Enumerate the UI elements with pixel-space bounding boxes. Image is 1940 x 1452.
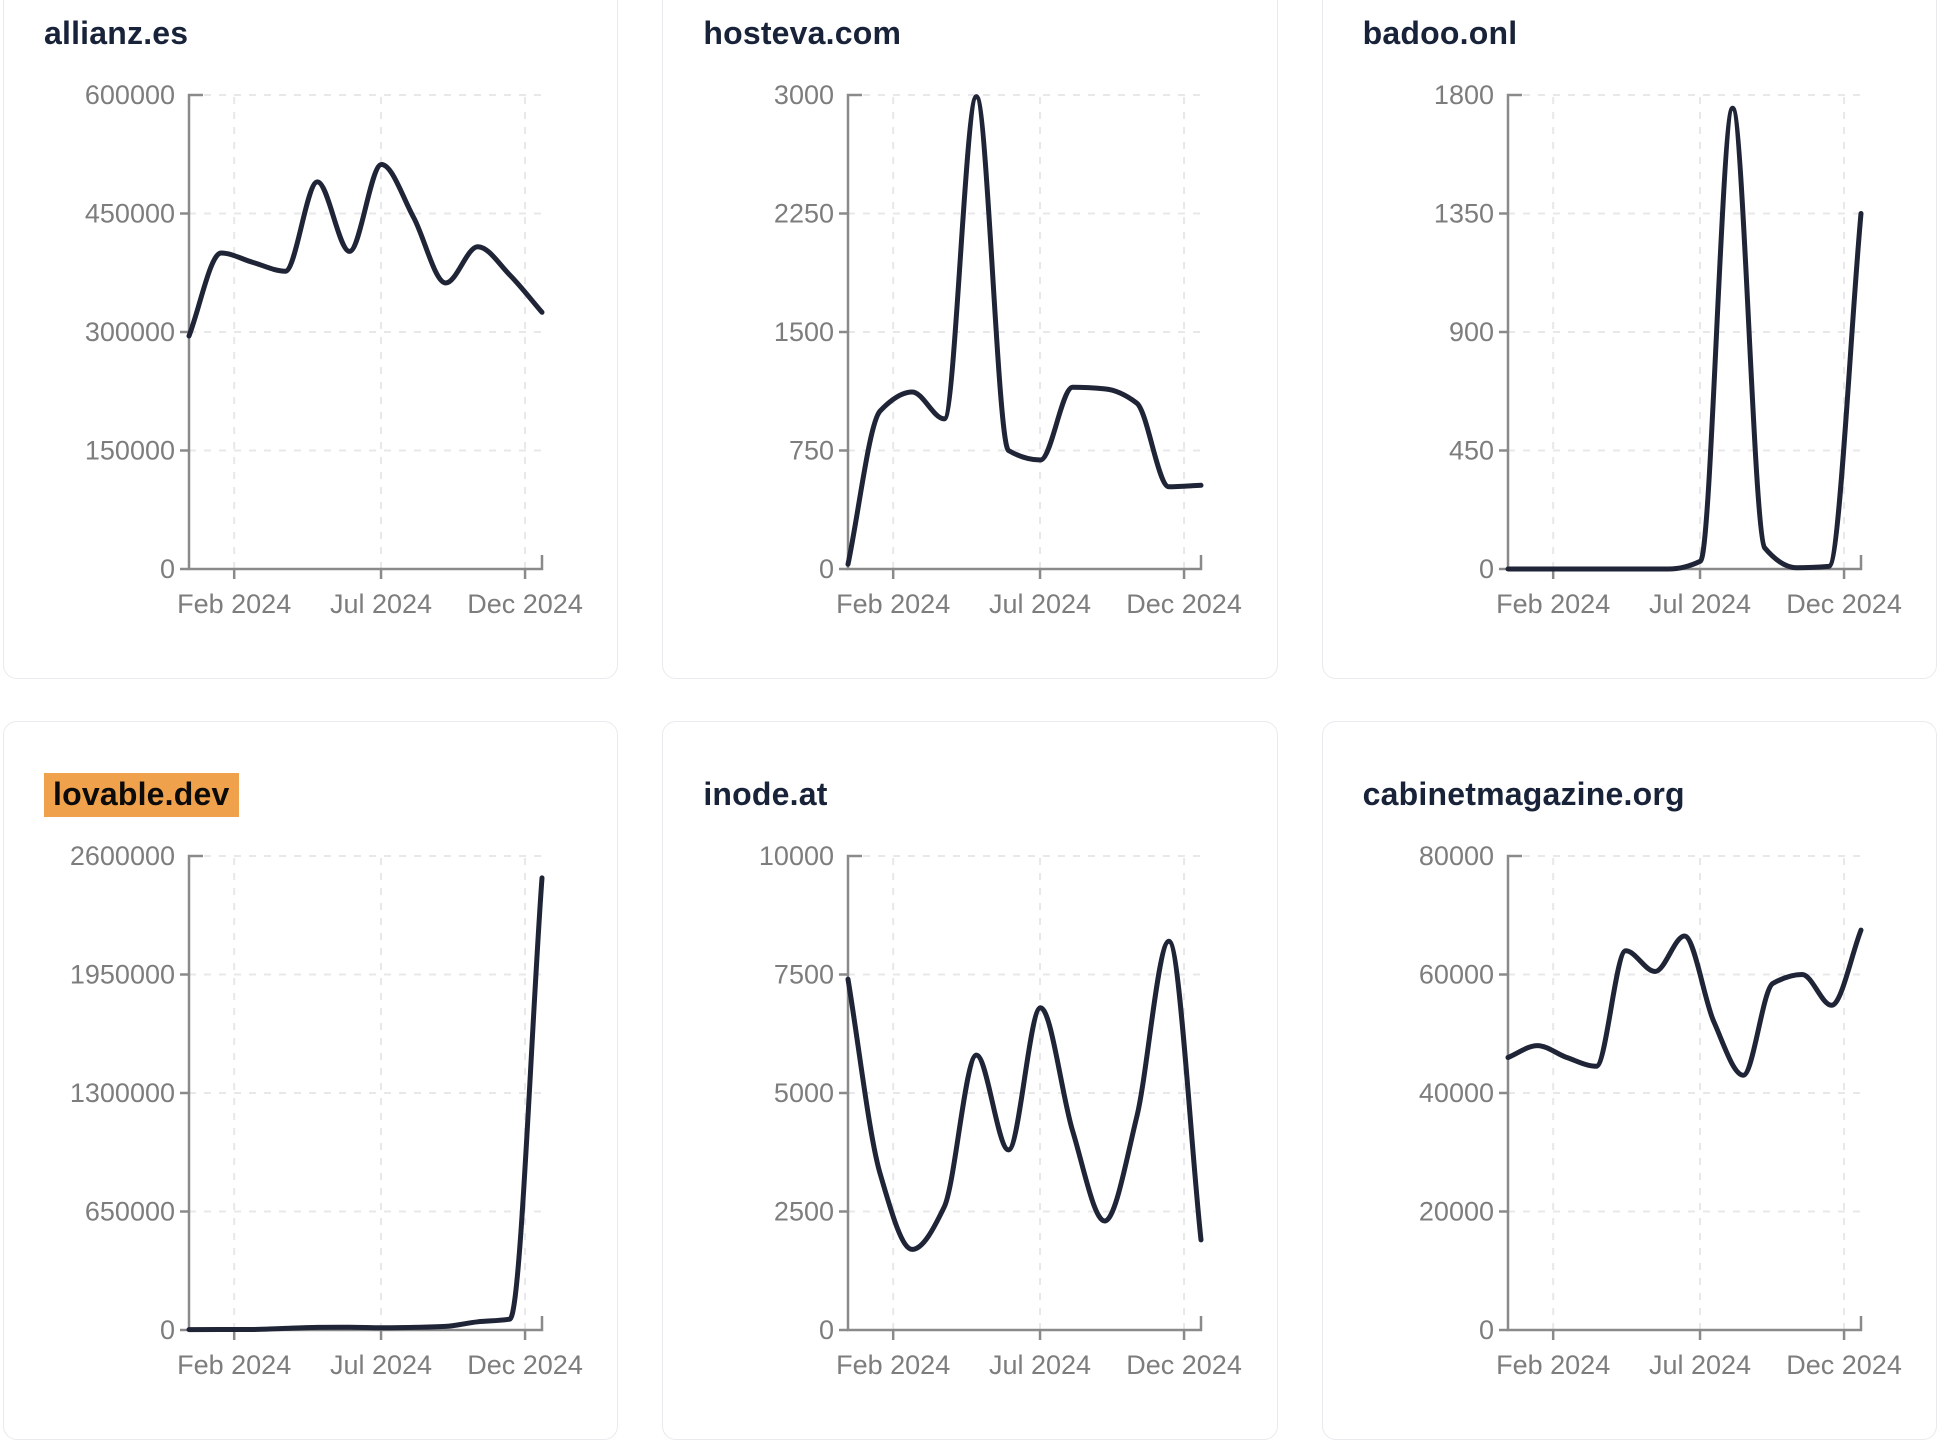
series-line — [186, 875, 545, 1333]
x-tick-label: Dec 2024 — [467, 1350, 583, 1380]
chart-title-row: inode.at — [663, 722, 1276, 816]
chart-title: cabinetmagazine.org — [1362, 776, 1685, 812]
line-chart-svg: 0 150000 300000 450000 600000 Feb 2024 Jul 202… — [85, 81, 583, 619]
chart-card: hosteva.com 0 750 1500 2250 3000 Feb 2024 Jul … — [662, 0, 1278, 679]
y-tick-label: 150000 — [85, 436, 175, 466]
chart-title: hosteva.com — [703, 15, 902, 51]
line-chart: 0 750 1500 2250 3000 Feb 2024 Jul 2024 Dec 2024 — [663, 81, 1276, 621]
x-tick-label: Feb 2024 — [1496, 1350, 1610, 1380]
y-tick-label: 1350 — [1434, 199, 1494, 229]
line-chart-svg: 0 450 900 1350 1800 Feb 2024 Jul 2024 Dec 2024 — [1434, 81, 1902, 619]
x-tick-label: Jul 2024 — [1649, 589, 1751, 619]
chart-title-highlighted: lovable.dev — [44, 773, 239, 817]
x-tick-label: Jul 2024 — [1649, 1350, 1751, 1380]
chart-card: lovable.dev 0 650000 1300000 1950000 2600000… — [3, 721, 619, 1440]
line-chart-svg: 0 2500 5000 7500 10000 Feb 2024 Jul 2024 Dec 20… — [759, 842, 1243, 1380]
y-tick-label: 0 — [160, 1315, 175, 1345]
chart-title: badoo.onl — [1362, 15, 1518, 51]
y-tick-label: 0 — [1479, 554, 1494, 584]
chart-title-row: cabinetmagazine.org — [1323, 722, 1936, 816]
y-tick-label: 40000 — [1419, 1078, 1494, 1108]
line-chart: 0 150000 300000 450000 600000 Feb 2024 Jul 202… — [4, 81, 617, 621]
x-tick-label: Dec 2024 — [467, 589, 583, 619]
line-chart-svg: 0 650000 1300000 1950000 2600000 Feb 2024 Jul … — [70, 842, 583, 1380]
chart-title: inode.at — [703, 776, 828, 812]
x-tick-label: Dec 2024 — [1127, 589, 1243, 619]
series-line — [186, 162, 545, 339]
line-chart: 0 450 900 1350 1800 Feb 2024 Jul 2024 Dec 2024 — [1323, 81, 1936, 621]
y-tick-label: 1950000 — [70, 960, 175, 990]
series-line — [1505, 105, 1864, 572]
y-tick-label: 300000 — [85, 317, 175, 347]
x-tick-label: Jul 2024 — [330, 1350, 432, 1380]
series-line — [1505, 927, 1864, 1078]
chart-title-row: allianz.es — [4, 0, 617, 55]
y-tick-label: 2600000 — [70, 842, 175, 871]
chart-card: cabinetmagazine.org 0 20000 40000 60000 8000… — [1321, 721, 1937, 1440]
line-chart: 0 650000 1300000 1950000 2600000 Feb 2024 Jul … — [4, 842, 617, 1382]
chart-card: allianz.es 0 150000 300000 450000 600000 Feb … — [3, 0, 619, 679]
y-tick-label: 3000 — [774, 81, 834, 110]
line-chart: 0 20000 40000 60000 80000 Feb 2024 Jul 2024 Dec… — [1323, 842, 1936, 1382]
x-tick-label: Feb 2024 — [177, 589, 291, 619]
series-line — [845, 938, 1204, 1252]
chart-title-row: lovable.dev — [4, 722, 617, 817]
x-tick-label: Feb 2024 — [836, 1350, 950, 1380]
y-tick-label: 5000 — [774, 1078, 834, 1108]
x-tick-label: Dec 2024 — [1127, 1350, 1243, 1380]
x-tick-label: Feb 2024 — [1496, 589, 1610, 619]
chart-title: allianz.es — [44, 15, 189, 51]
y-tick-label: 450000 — [85, 199, 175, 229]
y-tick-label: 1500 — [774, 317, 834, 347]
y-tick-label: 0 — [1479, 1315, 1494, 1345]
y-tick-label: 7500 — [774, 960, 834, 990]
x-tick-label: Dec 2024 — [1786, 1350, 1902, 1380]
y-tick-label: 900 — [1449, 317, 1494, 347]
chart-card: inode.at 0 2500 5000 7500 10000 Feb 2024 Jul 2… — [662, 721, 1278, 1440]
y-tick-label: 1300000 — [70, 1078, 175, 1108]
x-tick-label: Dec 2024 — [1786, 589, 1902, 619]
y-tick-label: 20000 — [1419, 1197, 1494, 1227]
chart-title-row: hosteva.com — [663, 0, 1276, 55]
y-tick-label: 0 — [160, 554, 175, 584]
series-line — [845, 94, 1204, 567]
chart-title-row: badoo.onl — [1323, 0, 1936, 55]
y-tick-label: 450 — [1449, 436, 1494, 466]
line-chart-svg: 0 20000 40000 60000 80000 Feb 2024 Jul 2024 Dec… — [1419, 842, 1902, 1380]
y-tick-label: 10000 — [759, 842, 834, 871]
y-tick-label: 600000 — [85, 81, 175, 110]
y-tick-label: 80000 — [1419, 842, 1494, 871]
y-tick-label: 1800 — [1434, 81, 1494, 110]
x-tick-label: Jul 2024 — [989, 589, 1091, 619]
y-tick-label: 0 — [819, 1315, 834, 1345]
y-tick-label: 650000 — [85, 1197, 175, 1227]
y-tick-label: 2500 — [774, 1197, 834, 1227]
x-tick-label: Jul 2024 — [989, 1350, 1091, 1380]
y-tick-label: 60000 — [1419, 960, 1494, 990]
y-tick-label: 0 — [819, 554, 834, 584]
x-tick-label: Jul 2024 — [330, 589, 432, 619]
x-tick-label: Feb 2024 — [177, 1350, 291, 1380]
line-chart-svg: 0 750 1500 2250 3000 Feb 2024 Jul 2024 Dec 2024 — [774, 81, 1243, 619]
y-tick-label: 750 — [789, 436, 834, 466]
line-chart: 0 2500 5000 7500 10000 Feb 2024 Jul 2024 Dec 20… — [663, 842, 1276, 1382]
x-tick-label: Feb 2024 — [836, 589, 950, 619]
y-tick-label: 2250 — [774, 199, 834, 229]
chart-card: badoo.onl 0 450 900 1350 1800 Feb 2024 Jul 202… — [1321, 0, 1937, 679]
